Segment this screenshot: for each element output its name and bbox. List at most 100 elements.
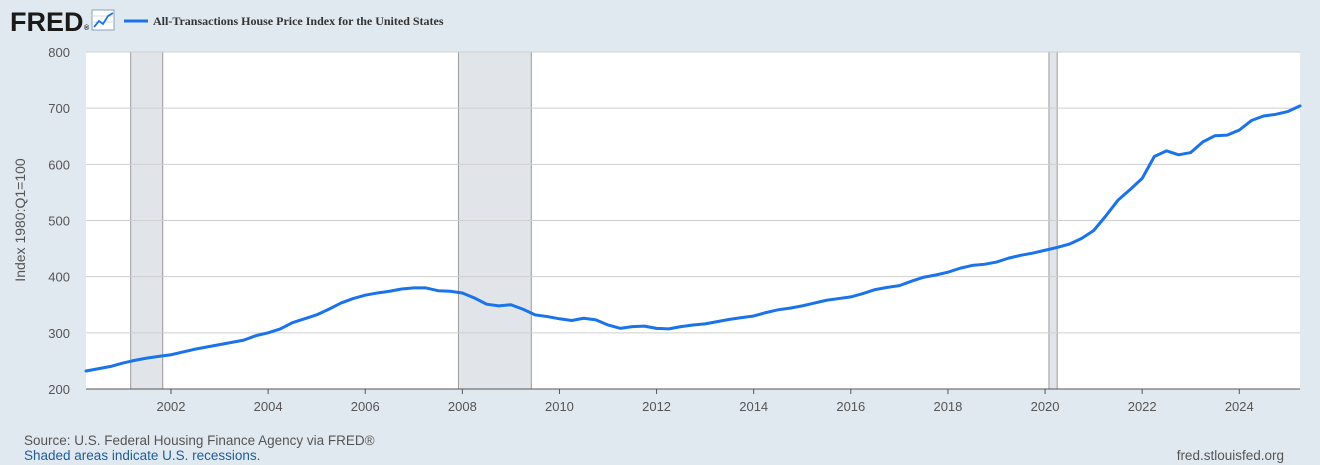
data-point xyxy=(1250,119,1253,122)
recession-note[interactable]: Shaded areas indicate U.S. recessions. xyxy=(24,448,261,463)
data-point xyxy=(1165,149,1168,153)
fred-logo[interactable]: FRED ® xyxy=(10,7,115,37)
data-point xyxy=(230,341,233,344)
y-tick-label: 700 xyxy=(48,101,70,116)
data-point xyxy=(958,267,962,270)
data-point xyxy=(655,327,658,330)
data-point xyxy=(1019,254,1022,257)
data-point xyxy=(1274,113,1277,116)
data-point xyxy=(801,304,804,308)
data-point xyxy=(1189,151,1192,154)
data-point xyxy=(813,301,816,305)
x-tick-label: 2010 xyxy=(545,399,574,414)
legend: All-Transactions House Price Index for t… xyxy=(124,14,444,28)
data-point xyxy=(667,327,670,331)
x-tick-label: 2014 xyxy=(739,399,768,414)
y-axis-ticks: 200 300 400 500 600 700 800 xyxy=(48,45,70,397)
data-point xyxy=(618,327,622,330)
data-point xyxy=(1213,134,1217,137)
x-tick-label: 2008 xyxy=(448,399,477,414)
data-point xyxy=(266,331,270,335)
y-tick-label: 300 xyxy=(48,326,70,341)
data-point xyxy=(1177,153,1180,156)
y-axis-label: Index 1980:Q1=100 xyxy=(12,158,28,282)
data-point xyxy=(849,295,853,299)
data-point xyxy=(364,294,367,297)
site-link[interactable]: fred.stlouisfed.org xyxy=(1176,448,1284,463)
data-point xyxy=(679,325,683,328)
data-point xyxy=(691,323,695,327)
data-point xyxy=(995,260,998,264)
data-point xyxy=(279,327,282,331)
y-tick-label: 500 xyxy=(48,214,70,229)
data-point xyxy=(351,297,355,300)
gridlines xyxy=(86,51,1300,334)
data-point xyxy=(643,324,646,328)
data-point xyxy=(1116,199,1120,202)
data-point xyxy=(242,338,246,342)
x-tick-label: 2006 xyxy=(351,399,380,414)
data-point xyxy=(546,315,549,318)
x-tick-label: 2024 xyxy=(1225,399,1254,414)
legend-label: All-Transactions House Price Index for t… xyxy=(153,14,444,28)
data-point xyxy=(788,306,792,310)
data-point xyxy=(1007,256,1010,260)
data-point xyxy=(1238,128,1241,132)
data-point xyxy=(716,320,719,323)
data-point xyxy=(703,322,707,326)
data-point xyxy=(1080,237,1083,240)
data-point xyxy=(509,303,513,306)
data-point xyxy=(424,286,428,290)
data-point xyxy=(971,264,974,267)
data-point xyxy=(157,355,161,358)
data-point xyxy=(1043,249,1047,252)
data-point xyxy=(497,304,500,308)
x-tick-label: 2012 xyxy=(642,399,671,414)
data-point xyxy=(327,308,330,311)
data-point xyxy=(400,287,403,291)
data-point xyxy=(1201,140,1205,144)
data-point xyxy=(946,270,950,274)
data-point xyxy=(84,369,88,373)
data-point xyxy=(145,356,148,360)
data-point xyxy=(1153,155,1156,158)
data-point xyxy=(873,288,877,291)
data-point xyxy=(473,296,476,300)
x-tick-label: 2004 xyxy=(254,399,283,414)
data-point xyxy=(983,263,986,266)
data-point xyxy=(570,319,573,322)
data-point xyxy=(1031,251,1035,255)
data-point xyxy=(1056,246,1059,249)
x-tick-label: 2022 xyxy=(1128,399,1157,414)
data-point xyxy=(752,314,755,318)
fred-logo-text: FRED xyxy=(10,7,84,37)
data-point xyxy=(825,299,828,302)
source-text: Source: U.S. Federal Housing Finance Age… xyxy=(24,433,375,448)
data-point xyxy=(594,318,598,322)
data-point xyxy=(776,308,780,312)
data-point xyxy=(910,279,913,283)
data-point xyxy=(436,289,440,292)
data-point xyxy=(728,318,731,321)
data-point xyxy=(291,321,294,324)
data-point xyxy=(339,301,343,305)
data-point xyxy=(1092,229,1095,232)
data-point xyxy=(764,311,768,314)
data-point xyxy=(740,316,743,319)
x-tick-label: 2020 xyxy=(1031,399,1060,414)
registered-mark: ® xyxy=(84,24,90,32)
data-point xyxy=(96,367,100,370)
data-point xyxy=(1262,114,1265,118)
data-point xyxy=(449,290,452,293)
data-point xyxy=(934,273,937,277)
y-tick-label: 800 xyxy=(48,45,70,60)
data-point xyxy=(315,313,318,317)
data-point xyxy=(1140,177,1144,180)
data-point xyxy=(181,350,185,354)
data-point xyxy=(206,345,209,349)
data-point xyxy=(376,291,379,295)
data-point xyxy=(388,290,391,293)
y-tick-label: 200 xyxy=(48,382,70,397)
data-point xyxy=(582,317,585,320)
data-point xyxy=(1104,214,1107,218)
